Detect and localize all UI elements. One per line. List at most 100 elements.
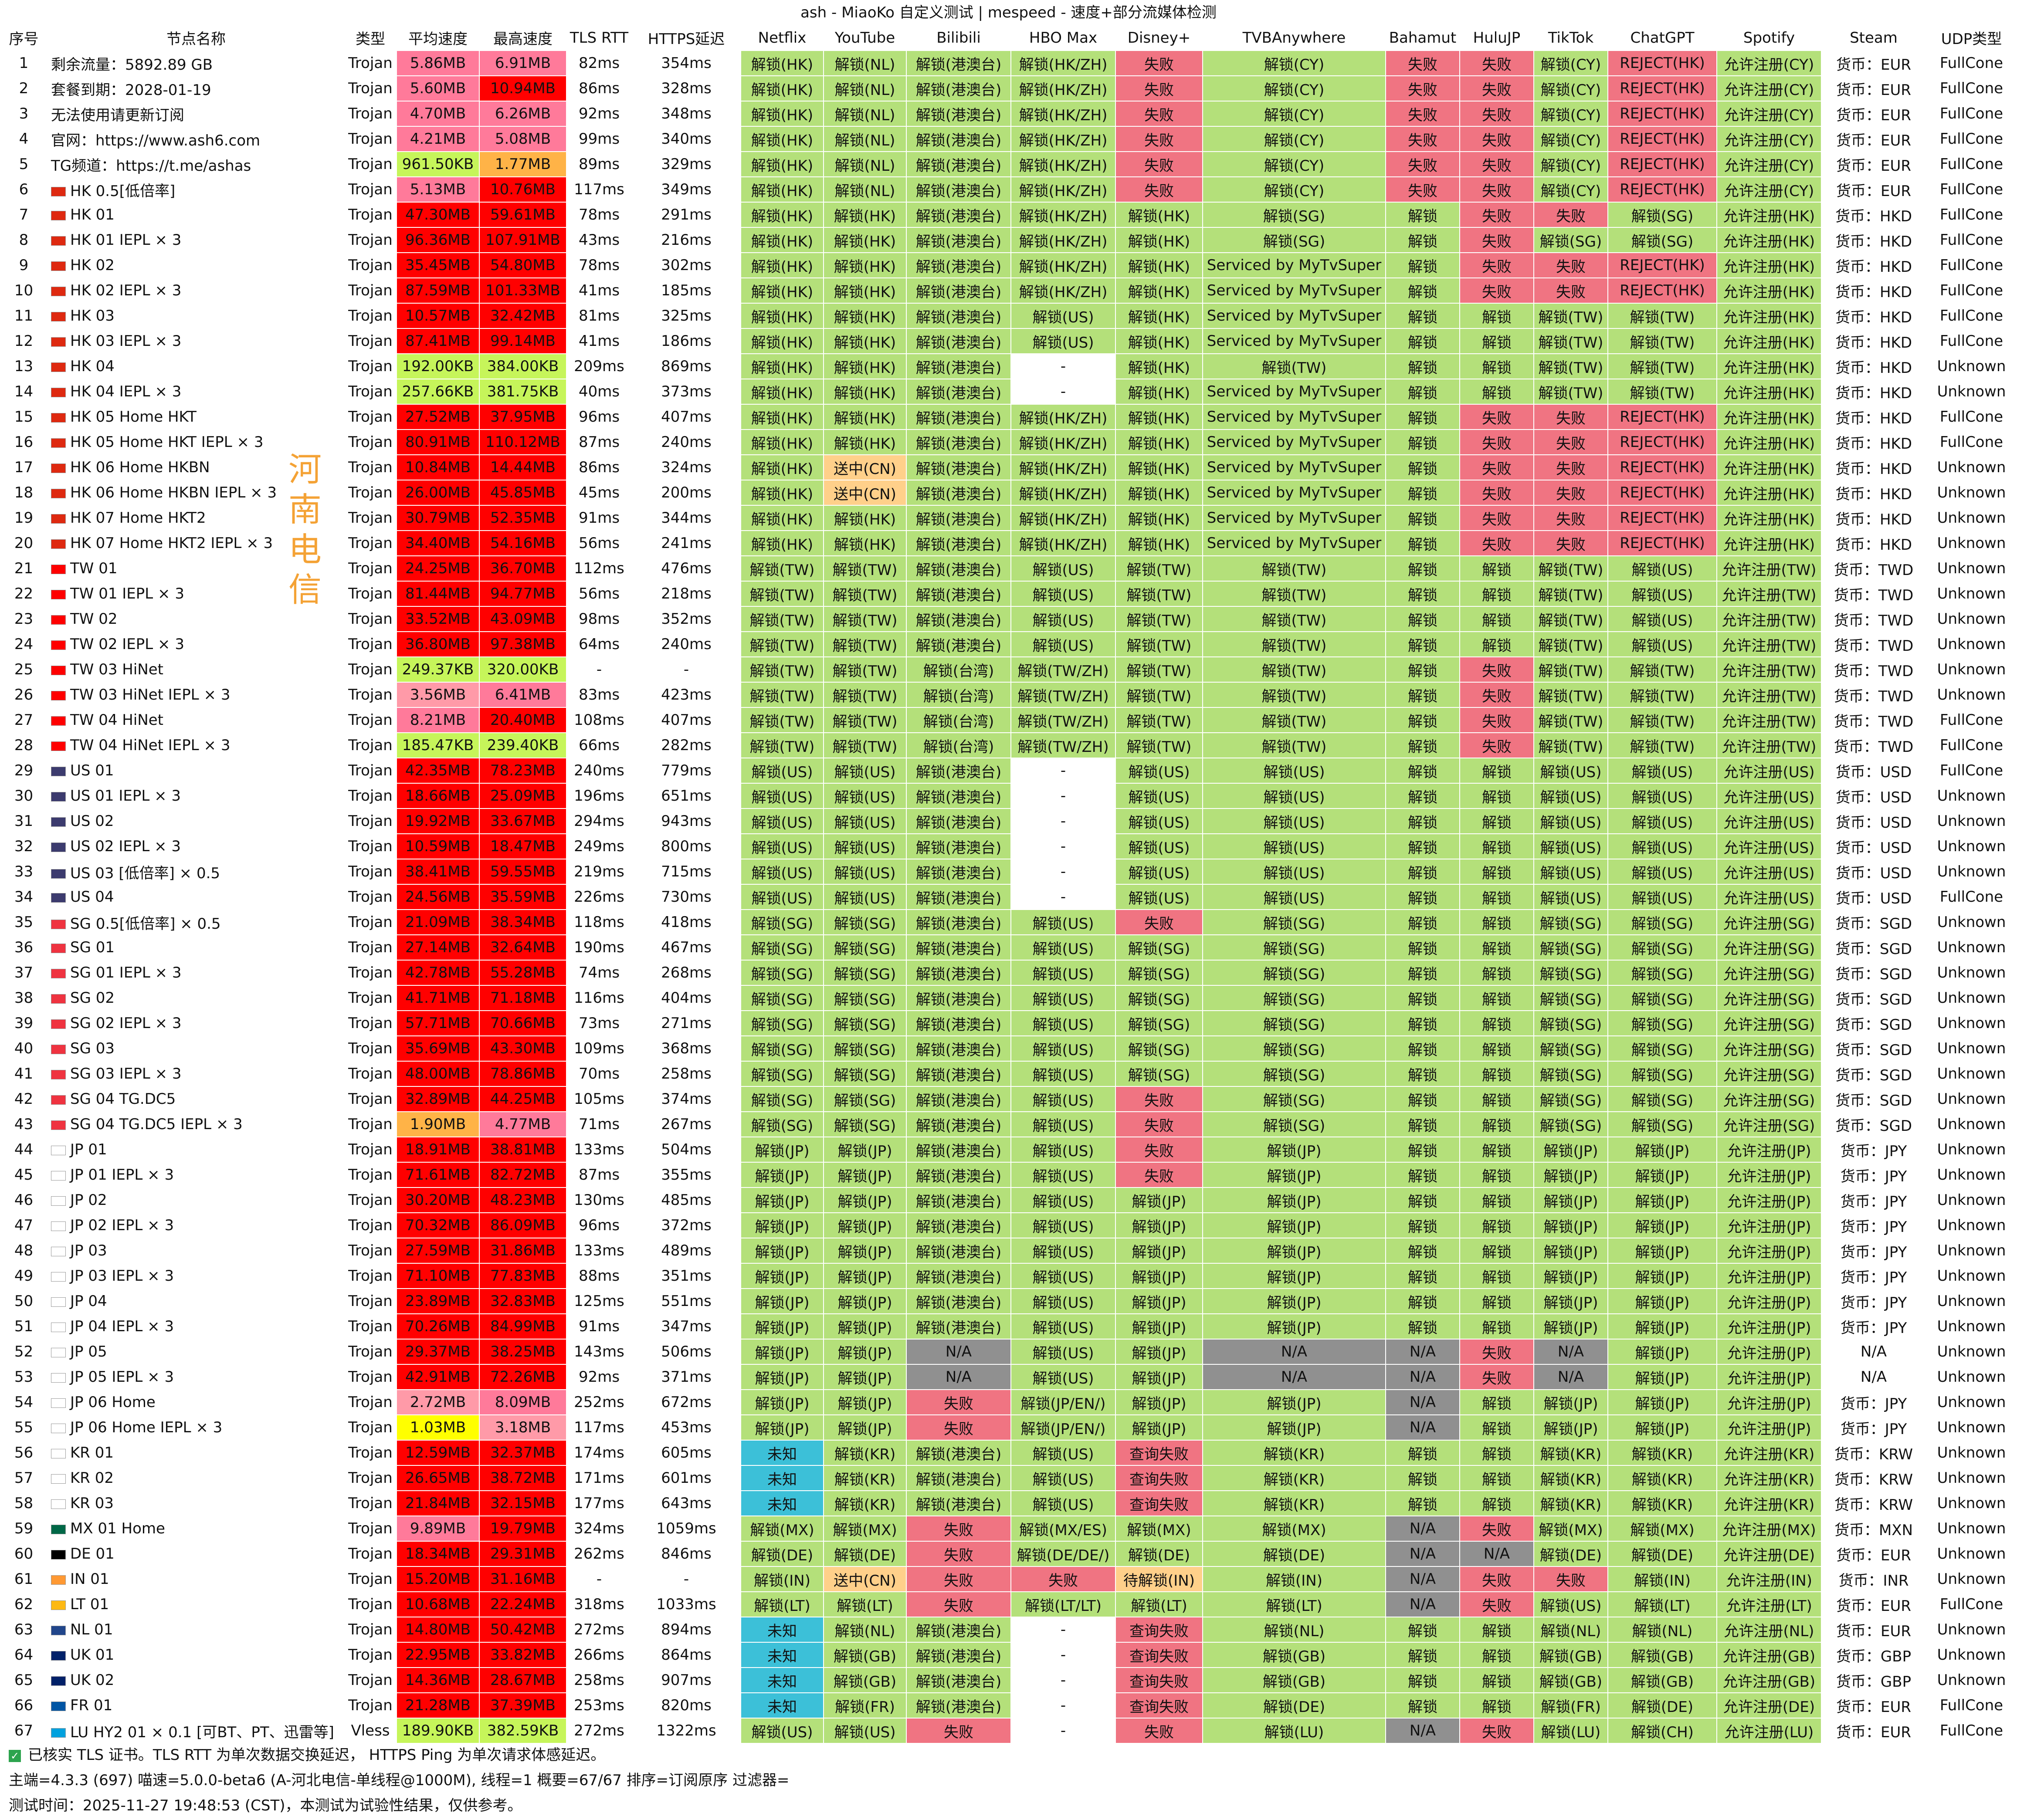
unlock-status: 解锁(港澳台) <box>915 157 1002 175</box>
column-header[interactable]: 序号 <box>0 25 48 51</box>
table-row[interactable]: 23 TW 02 Trojan 33.52MB 43.09MB 98ms 352ms 解锁(T… <box>0 606 2017 632</box>
column-header[interactable]: TikTok <box>1534 25 1608 51</box>
table-row[interactable]: 12 HK 03 IEPL × 3 Trojan 87.41MB 99.14MB 41ms… <box>0 328 2017 354</box>
table-row[interactable]: 19 HK 07 Home HKT2 Trojan 30.79MB 52.35MB 91m… <box>0 505 2017 531</box>
cell: 258ms <box>566 1668 632 1693</box>
table-row[interactable]: 13 HK 04 Trojan 192.00KB 384.00KB 209ms 869ms 解… <box>0 354 2017 379</box>
table-row[interactable]: 58 KR 03 Trojan 21.84MB 32.15MB 177ms 643ms 未知解… <box>0 1491 2017 1516</box>
table-row[interactable]: 28 TW 04 HiNet IEPL × 3 Trojan 185.47KB 239.… <box>0 733 2017 758</box>
table-row[interactable]: 49 JP 03 IEPL × 3 Trojan 71.10MB 77.83MB 88ms… <box>0 1263 2017 1289</box>
cell-value: 133ms <box>574 1242 624 1259</box>
cell: 货币：HKD <box>1821 505 1926 531</box>
column-header[interactable]: 平均速度 <box>397 25 480 51</box>
table-row[interactable]: 24 TW 02 IEPL × 3 Trojan 36.80MB 97.38MB 64ms… <box>0 632 2017 657</box>
table-row[interactable]: 2 套餐到期：2028-01-19 Trojan 5.60MB 10.94MB 86ms 3… <box>0 76 2017 101</box>
table-row[interactable]: 47 JP 02 IEPL × 3 Trojan 70.32MB 86.09MB 96ms… <box>0 1213 2017 1238</box>
unlock-status-cell: 解锁(GB) <box>1608 1642 1717 1668</box>
table-row[interactable]: 21 TW 01 Trojan 24.25MB 36.70MB 112ms 476ms 解锁(… <box>0 556 2017 582</box>
table-row[interactable]: 66 FR 01 Trojan 21.28MB 37.39MB 253ms 820ms 未知解… <box>0 1693 2017 1719</box>
table-row[interactable]: 67 LU HY2 01 × 0.1 [可BT、PT、迅雷等] Vless 189.9… <box>0 1718 2017 1744</box>
table-row[interactable]: 4 官网：https://www.ash6.com Trojan 4.21MB 5.08… <box>0 126 2017 152</box>
table-row[interactable]: 38 SG 02 Trojan 41.71MB 71.18MB 116ms 404ms 解锁(… <box>0 985 2017 1011</box>
column-header[interactable]: YouTube <box>824 25 907 51</box>
unlock-status: 解锁(FR) <box>1541 1698 1601 1716</box>
table-row[interactable]: 34 US 04 Trojan 24.56MB 35.59MB 226ms 730ms 解锁(… <box>0 884 2017 910</box>
table-row[interactable]: 29 US 01 Trojan 42.35MB 78.23MB 240ms 779ms 解锁(… <box>0 758 2017 784</box>
column-header[interactable]: TVBAnywhere <box>1203 25 1386 51</box>
unlock-status: 解锁 <box>1482 637 1512 655</box>
table-row[interactable]: 31 US 02 Trojan 19.92MB 33.67MB 294ms 943ms 解锁(… <box>0 809 2017 834</box>
table-row[interactable]: 46 JP 02 Trojan 30.20MB 48.23MB 130ms 485ms 解锁(… <box>0 1187 2017 1213</box>
column-header[interactable]: 最高速度 <box>479 25 567 51</box>
table-row[interactable]: 25 TW 03 HiNet Trojan 249.37KB 320.00KB - - 解锁(… <box>0 657 2017 683</box>
table-row[interactable]: 11 HK 03 Trojan 10.57MB 32.42MB 81ms 325ms 解锁(H… <box>0 303 2017 329</box>
table-row[interactable]: 61 IN 01 Trojan 15.20MB 31.16MB - - 解锁(IN) 送中(CN… <box>0 1566 2017 1592</box>
cell-value: Unknown <box>1937 1419 2006 1436</box>
table-row[interactable]: 17 HK 06 Home HKBN Trojan 10.84MB 14.44MB 86m… <box>0 455 2017 480</box>
table-row[interactable]: 65 UK 02 Trojan 14.36MB 28.67MB 258ms 907ms 未知解… <box>0 1668 2017 1693</box>
column-header[interactable]: 节点名称 <box>48 25 345 51</box>
table-row[interactable]: 39 SG 02 IEPL × 3 Trojan 57.71MB 70.66MB 73ms… <box>0 1011 2017 1036</box>
table-row[interactable]: 14 HK 04 IEPL × 3 Trojan 257.66KB 381.75KB 40… <box>0 379 2017 405</box>
table-row[interactable]: 27 TW 04 HiNet Trojan 8.21MB 20.40MB 108ms 407… <box>0 707 2017 733</box>
table-row[interactable]: 41 SG 03 IEPL × 3 Trojan 48.00MB 78.86MB 70ms… <box>0 1061 2017 1087</box>
column-header[interactable]: Bahamut <box>1386 25 1460 51</box>
table-row[interactable]: 52 JP 05 Trojan 29.37MB 38.25MB 143ms 506ms 解锁(… <box>0 1339 2017 1365</box>
table-row[interactable]: 7 HK 01 Trojan 47.30MB 59.61MB 78ms 291ms 解锁(HK… <box>0 202 2017 228</box>
column-header[interactable]: Bilibili <box>906 25 1011 51</box>
column-header[interactable]: 类型 <box>344 25 397 51</box>
table-row[interactable]: 22 TW 01 IEPL × 3 Trojan 81.44MB 94.77MB 56ms… <box>0 581 2017 607</box>
cell-value: 20 <box>14 534 34 552</box>
table-row[interactable]: 56 KR 01 Trojan 12.59MB 32.37MB 174ms 605ms 未知解… <box>0 1440 2017 1466</box>
table-row[interactable]: 33 US 03 [低倍率] × 0.5 Trojan 38.41MB 59.55MB 2… <box>0 859 2017 885</box>
column-header[interactable]: HBO Max <box>1011 25 1116 51</box>
column-header[interactable]: Disney+ <box>1115 25 1203 51</box>
table-row[interactable]: 20 HK 07 Home HKT2 IEPL × 3 Trojan 34.40MB 5… <box>0 531 2017 556</box>
table-row[interactable]: 63 NL 01 Trojan 14.80MB 50.42MB 272ms 894ms 未知解… <box>0 1617 2017 1643</box>
column-header[interactable]: HTTPS延迟 <box>632 25 741 51</box>
table-row[interactable]: 40 SG 03 Trojan 35.69MB 43.30MB 109ms 368ms 解锁(… <box>0 1036 2017 1062</box>
column-header[interactable]: UDP类型 <box>1926 25 2017 51</box>
table-row[interactable]: 44 JP 01 Trojan 18.91MB 38.81MB 133ms 504ms 解锁(… <box>0 1137 2017 1163</box>
table-row[interactable]: 45 JP 01 IEPL × 3 Trojan 71.61MB 82.72MB 87ms… <box>0 1162 2017 1188</box>
column-header[interactable]: Spotify <box>1717 25 1822 51</box>
table-row[interactable]: 55 JP 06 Home IEPL × 3 Trojan 1.03MB 3.18MB 1… <box>0 1415 2017 1441</box>
table-row[interactable]: 32 US 02 IEPL × 3 Trojan 10.59MB 18.47MB 249m… <box>0 834 2017 859</box>
table-row[interactable]: 53 JP 05 IEPL × 3 Trojan 42.91MB 72.26MB 92ms… <box>0 1364 2017 1390</box>
table-row[interactable]: 37 SG 01 IEPL × 3 Trojan 42.78MB 55.28MB 74ms… <box>0 960 2017 986</box>
column-header[interactable]: TLS RTT <box>566 25 632 51</box>
table-row[interactable]: 62 LT 01 Trojan 10.68MB 22.24MB 318ms 1033ms 解锁… <box>0 1592 2017 1617</box>
unlock-status: 解锁(HK) <box>751 56 814 74</box>
table-row[interactable]: 5 TG频道：https://t.me/ashas Trojan 961.50KB 1.… <box>0 152 2017 177</box>
table-row[interactable]: 50 JP 04 Trojan 23.89MB 32.83MB 125ms 551ms 解锁(… <box>0 1289 2017 1314</box>
table-row[interactable]: 8 HK 01 IEPL × 3 Trojan 96.36MB 107.91MB 43ms… <box>0 227 2017 253</box>
table-row[interactable]: 57 KR 02 Trojan 26.65MB 38.72MB 171ms 601ms 未知解… <box>0 1465 2017 1491</box>
table-row[interactable]: 18 HK 06 Home HKBN IEPL × 3 Trojan 26.00MB 4… <box>0 480 2017 506</box>
table-row[interactable]: 60 DE 01 Trojan 18.34MB 29.31MB 262ms 846ms 解锁(… <box>0 1541 2017 1567</box>
table-row[interactable]: 43 SG 04 TG.DC5 IEPL × 3 Trojan 1.90MB 4.77M… <box>0 1112 2017 1137</box>
column-header[interactable]: Netflix <box>741 25 824 51</box>
flag-icon <box>51 869 66 879</box>
table-row[interactable]: 48 JP 03 Trojan 27.59MB 31.86MB 133ms 489ms 解锁(… <box>0 1238 2017 1264</box>
cell-value: Unknown <box>1937 1217 2006 1234</box>
table-row[interactable]: 16 HK 05 Home HKT IEPL × 3 Trojan 80.91MB 11… <box>0 430 2017 455</box>
table-row[interactable]: 54 JP 06 Home Trojan 2.72MB 8.09MB 252ms 672ms… <box>0 1390 2017 1415</box>
table-row[interactable]: 6 HK 0.5[低倍率] Trojan 5.13MB 10.76MB 117ms 349m… <box>0 177 2017 203</box>
table-row[interactable]: 15 HK 05 Home HKT Trojan 27.52MB 37.95MB 96ms… <box>0 404 2017 430</box>
table-row[interactable]: 35 SG 0.5[低倍率] × 0.5 Trojan 21.09MB 38.34MB 1… <box>0 910 2017 935</box>
table-row[interactable]: 42 SG 04 TG.DC5 Trojan 32.89MB 44.25MB 105ms 3… <box>0 1086 2017 1112</box>
table-row[interactable]: 64 UK 01 Trojan 22.95MB 33.82MB 266ms 864ms 未知解… <box>0 1642 2017 1668</box>
column-header[interactable]: ChatGPT <box>1608 25 1717 51</box>
table-row[interactable]: 59 MX 01 Home Trojan 9.89MB 19.79MB 324ms 1059… <box>0 1516 2017 1542</box>
table-row[interactable]: 9 HK 02 Trojan 35.45MB 54.80MB 78ms 302ms 解锁(HK… <box>0 253 2017 278</box>
column-header[interactable]: Steam <box>1821 25 1926 51</box>
column-header[interactable]: HuluJP <box>1460 25 1534 51</box>
table-row[interactable]: 26 TW 03 HiNet IEPL × 3 Trojan 3.56MB 6.41MB… <box>0 682 2017 708</box>
table-row[interactable]: 1 剩余流量：5892.89 GB Trojan 5.86MB 6.91MB 82ms 35… <box>0 51 2017 76</box>
table-row[interactable]: 30 US 01 IEPL × 3 Trojan 18.66MB 25.09MB 196m… <box>0 783 2017 809</box>
table-row[interactable]: 51 JP 04 IEPL × 3 Trojan 70.26MB 84.99MB 91ms… <box>0 1314 2017 1340</box>
table-row[interactable]: 3 无法使用请更新订阅 Trojan 4.70MB 6.26MB 92ms 348ms 解锁(… <box>0 101 2017 127</box>
table-row[interactable]: 36 SG 01 Trojan 27.14MB 32.64MB 190ms 467ms 解锁(… <box>0 935 2017 961</box>
cell: 66 <box>0 1693 48 1719</box>
table-row[interactable]: 10 HK 02 IEPL × 3 Trojan 87.59MB 101.33MB 41m… <box>0 278 2017 304</box>
